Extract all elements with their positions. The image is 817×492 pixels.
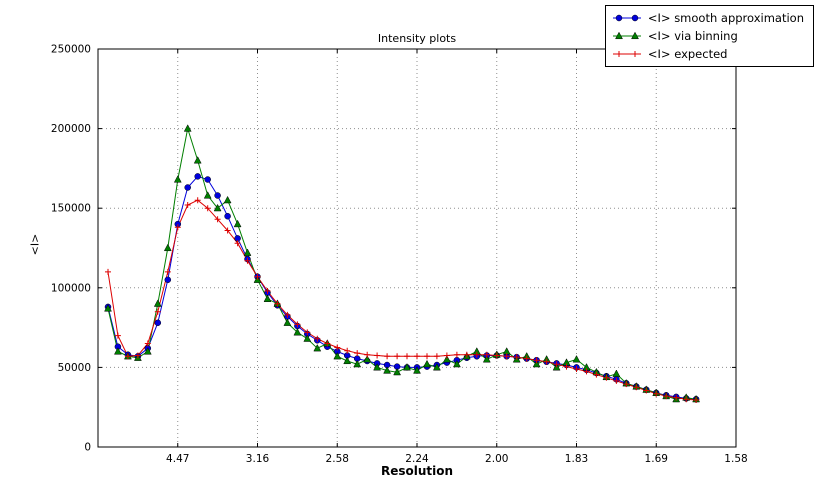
svg-text:50000: 50000 (58, 362, 91, 374)
svg-text:1.58: 1.58 (724, 453, 747, 465)
legend-circle-marker-icon (612, 14, 641, 22)
legend-item-smooth-approximation: <I> smooth approximation (612, 10, 804, 26)
svg-text:3.16: 3.16 (246, 453, 270, 465)
legend-item-expected: <I> expected (612, 46, 804, 62)
svg-text:2.58: 2.58 (326, 453, 349, 465)
svg-text:150000: 150000 (51, 203, 91, 215)
legend: <I> smooth approximation <I> via binning… (604, 5, 814, 67)
y-axis-label: <I> (28, 233, 42, 256)
svg-text:100000: 100000 (51, 282, 91, 294)
svg-text:1.69: 1.69 (645, 453, 668, 465)
svg-text:2.00: 2.00 (485, 453, 508, 465)
svg-text:200000: 200000 (51, 123, 91, 135)
legend-label-expected: <I> expected (647, 47, 728, 61)
svg-text:4.47: 4.47 (166, 453, 189, 465)
legend-label-smooth-approximation: <I> smooth approximation (647, 11, 804, 25)
svg-text:2.24: 2.24 (405, 453, 429, 465)
svg-text:0: 0 (84, 442, 91, 454)
legend-plus-marker-icon (612, 51, 641, 57)
legend-label-via-binning: <I> via binning (647, 29, 738, 43)
legend-triangle-marker-icon (612, 31, 641, 40)
x-axis-label: Resolution (380, 464, 454, 478)
svg-text:1.83: 1.83 (565, 453, 588, 465)
legend-item-via-binning: <I> via binning (612, 28, 804, 44)
svg-text:250000: 250000 (51, 44, 91, 56)
chart-title: Intensity plots (377, 32, 457, 45)
